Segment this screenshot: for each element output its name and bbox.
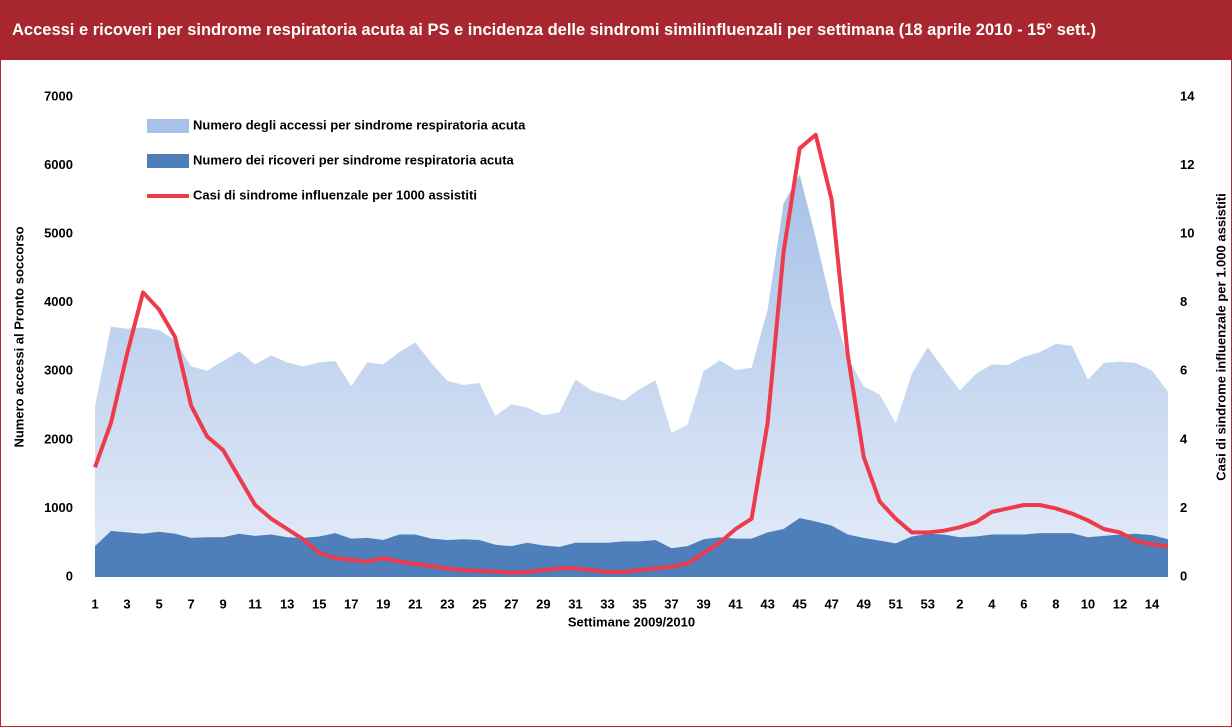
legend-swatch xyxy=(147,119,189,133)
y-tick-label: 2000 xyxy=(44,431,73,446)
x-tick-label: 45 xyxy=(792,596,806,611)
y2-tick-label: 14 xyxy=(1180,88,1195,103)
y2-tick-label: 0 xyxy=(1180,568,1187,583)
legend-label: Casi di sindrome influenzale per 1000 as… xyxy=(193,187,477,202)
y2-axis-label: Casi di sindrome influenzale per 1.000 a… xyxy=(1213,193,1228,481)
y-tick-label: 4000 xyxy=(44,294,73,309)
y-tick-label: 7000 xyxy=(44,88,73,103)
x-tick-label: 6 xyxy=(1020,596,1027,611)
x-tick-label: 8 xyxy=(1052,596,1059,611)
x-tick-label: 14 xyxy=(1145,596,1160,611)
y2-tick-label: 6 xyxy=(1180,363,1187,378)
x-tick-label: 9 xyxy=(220,596,227,611)
x-tick-label: 23 xyxy=(440,596,454,611)
x-tick-label: 49 xyxy=(856,596,870,611)
x-tick-label: 19 xyxy=(376,596,390,611)
x-tick-label: 21 xyxy=(408,596,422,611)
x-tick-label: 15 xyxy=(312,596,326,611)
x-tick-label: 33 xyxy=(600,596,614,611)
x-tick-label: 3 xyxy=(123,596,130,611)
x-tick-label: 1 xyxy=(91,596,98,611)
x-tick-label: 5 xyxy=(155,596,162,611)
y-tick-label: 6000 xyxy=(44,157,73,172)
x-tick-label: 4 xyxy=(988,596,996,611)
x-tick-label: 25 xyxy=(472,596,486,611)
x-tick-label: 53 xyxy=(921,596,935,611)
x-tick-label: 13 xyxy=(280,596,294,611)
y-axis-label: Numero accessi al Pronto soccorso xyxy=(11,226,26,447)
y-tick-label: 0 xyxy=(66,568,73,583)
x-tick-label: 10 xyxy=(1081,596,1095,611)
x-axis-label: Settimane 2009/2010 xyxy=(568,614,695,629)
x-tick-label: 51 xyxy=(889,596,903,611)
y2-tick-label: 2 xyxy=(1180,500,1187,515)
x-tick-label: 11 xyxy=(248,596,262,611)
x-tick-label: 47 xyxy=(824,596,838,611)
x-tick-label: 29 xyxy=(536,596,550,611)
chart: 0100020003000400050006000700002468101214… xyxy=(11,88,1228,629)
x-tick-label: 7 xyxy=(187,596,194,611)
y2-tick-label: 10 xyxy=(1180,226,1194,241)
x-tick-label: 41 xyxy=(728,596,742,611)
y2-tick-label: 4 xyxy=(1180,431,1188,446)
x-tick-label: 17 xyxy=(344,596,358,611)
area xyxy=(95,174,1168,577)
x-tick-label: 35 xyxy=(632,596,646,611)
legend-label: Numero dei ricoveri per sindrome respira… xyxy=(193,152,515,167)
legend-swatch xyxy=(147,154,189,168)
chart-title: Accessi e ricoveri per sindrome respirat… xyxy=(0,0,1232,60)
x-tick-label: 12 xyxy=(1113,596,1127,611)
x-tick-label: 27 xyxy=(504,596,518,611)
y-tick-label: 3000 xyxy=(44,363,73,378)
x-tick-label: 31 xyxy=(568,596,582,611)
y-tick-label: 5000 xyxy=(44,226,73,241)
x-tick-label: 37 xyxy=(664,596,678,611)
y2-tick-label: 12 xyxy=(1180,157,1194,172)
x-tick-label: 43 xyxy=(760,596,774,611)
x-tick-label: 39 xyxy=(696,596,710,611)
y-tick-label: 1000 xyxy=(44,500,73,515)
legend-label: Numero degli accessi per sindrome respir… xyxy=(193,117,526,132)
line xyxy=(93,132,1169,575)
y2-tick-label: 8 xyxy=(1180,294,1187,309)
x-tick-label: 2 xyxy=(956,596,963,611)
